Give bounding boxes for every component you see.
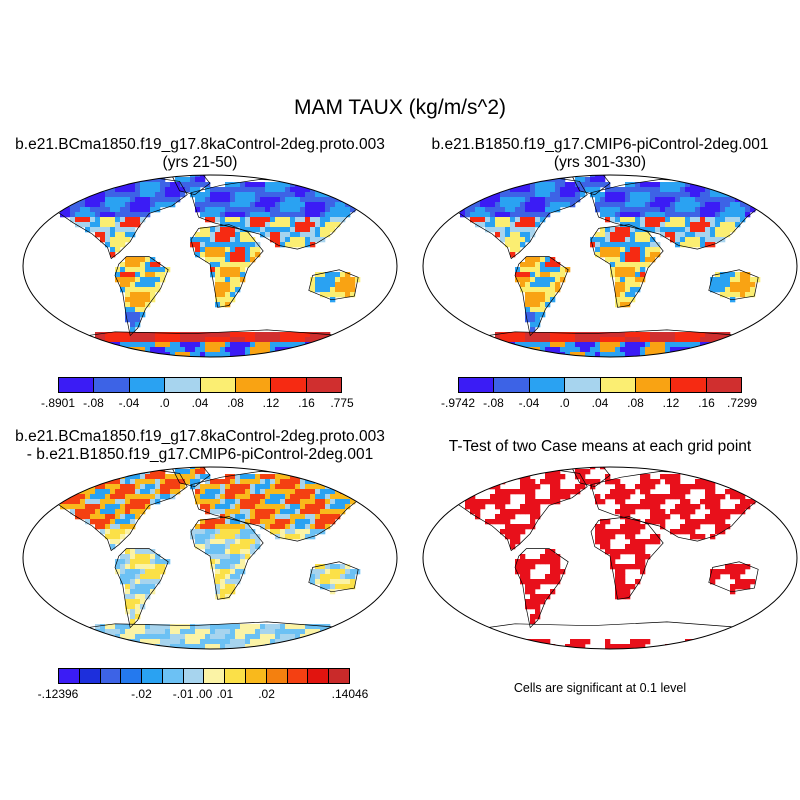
colorbar-label: .12 — [662, 396, 680, 410]
panel-1-title-line-2: (yrs 21-50) — [162, 154, 238, 171]
colorbar-box — [329, 669, 349, 683]
colorbar-box — [235, 378, 272, 392]
panel-1-title: b.e21.BCma1850.f19_g17.8kaControl-2deg.p… — [0, 136, 400, 172]
colorbar-label: .04 — [191, 396, 209, 410]
panel-4-title-line-1: T-Test of two Case means at each grid po… — [448, 438, 752, 455]
panel-2-colorbar-labels: -.9742 -.08 -.04 .0 .04 .08 .12 .16 .7299 — [441, 396, 757, 410]
colorbar-label: .01 — [216, 687, 234, 701]
colorbar-label: -.04 — [518, 396, 540, 410]
colorbar-box — [306, 378, 341, 392]
colorbar-box — [706, 378, 741, 392]
colorbar-box — [271, 378, 307, 392]
colorbar-label: -.9742 — [440, 396, 476, 410]
colorbar-box — [246, 669, 267, 683]
panel-3-colorbar — [58, 668, 350, 684]
colorbar-box — [529, 378, 566, 392]
colorbar-box — [79, 669, 101, 683]
colorbar-label: .00 — [195, 687, 213, 701]
panel-3-title: b.e21.BCma1850.f19_g17.8kaControl-2deg.p… — [0, 428, 400, 464]
colorbar-label: .08 — [227, 396, 244, 410]
colorbar-label: .16 — [698, 396, 715, 410]
panel-3-title-line-2: - b.e21.B1850.f19_g17.CMIP6-piControl-2d… — [26, 446, 374, 463]
colorbar-box — [287, 669, 309, 683]
colorbar-box — [121, 669, 143, 683]
panel-1-colorbar — [58, 377, 342, 393]
panel-2-title-line-1: b.e21.B1850.f19_g17.CMIP6-piControl-2deg… — [431, 136, 769, 153]
colorbar-label: -.01 — [172, 687, 194, 701]
colorbar-label: .7299 — [726, 396, 758, 410]
colorbar-label: .04 — [591, 396, 609, 410]
colorbar-box — [266, 669, 288, 683]
colorbar-label: -.08 — [83, 396, 104, 410]
colorbar-box — [494, 378, 530, 392]
colorbar-label: .775 — [330, 396, 354, 410]
colorbar-label: -.04 — [118, 396, 140, 410]
colorbar-label: .0 — [159, 396, 170, 410]
panel-3-map — [22, 466, 398, 650]
colorbar-label: -.8901 — [40, 396, 76, 410]
colorbar-box — [635, 378, 672, 392]
panel-4-map — [422, 466, 798, 650]
panel-2-title-line-2: (yrs 301-330) — [553, 154, 647, 171]
panel-1-colorbar-labels: -.8901 -.08 -.04 .0 .04 .08 .12 .16 .775 — [41, 396, 354, 410]
panel-2-map — [422, 174, 798, 358]
colorbar-label: .08 — [627, 396, 644, 410]
colorbar-box — [308, 669, 330, 683]
colorbar-box — [204, 669, 226, 683]
colorbar-box — [565, 378, 601, 392]
panel-2-colorbar — [458, 377, 742, 393]
panel-4-title: T-Test of two Case means at each grid po… — [400, 438, 800, 456]
colorbar-box — [225, 669, 247, 683]
panel-3-colorbar-labels: -.12396 -.02 -.01.00.01 .02 .14046 — [38, 687, 369, 701]
colorbar-box — [142, 669, 163, 683]
colorbar-label: -.08 — [483, 396, 504, 410]
figure-title: MAM TAUX (kg/m/s^2) — [293, 96, 507, 119]
panel-2-title: b.e21.B1850.f19_g17.CMIP6-piControl-2deg… — [400, 136, 800, 172]
colorbar-label: .12 — [262, 396, 280, 410]
colorbar-box — [200, 378, 236, 392]
colorbar-label: .14046 — [331, 687, 369, 701]
colorbar-label: .0 — [559, 396, 570, 410]
colorbar-box — [100, 669, 122, 683]
colorbar-label: -.12396 — [37, 687, 79, 701]
significance-note: Cells are significant at 0.1 level — [513, 681, 687, 695]
colorbar-box — [94, 378, 130, 392]
colorbar-label: .16 — [298, 396, 315, 410]
colorbar-box — [671, 378, 707, 392]
panel-3-title-line-1: b.e21.BCma1850.f19_g17.8kaControl-2deg.p… — [15, 428, 385, 445]
colorbar-box — [162, 669, 184, 683]
colorbar-box — [129, 378, 166, 392]
colorbar-box — [459, 378, 495, 392]
colorbar-box — [600, 378, 636, 392]
panel-1-title-line-1: b.e21.BCma1850.f19_g17.8kaControl-2deg.p… — [15, 136, 385, 153]
colorbar-box — [59, 669, 80, 683]
colorbar-label: -.02 — [131, 687, 152, 701]
colorbar-box — [59, 378, 95, 392]
colorbar-box — [165, 378, 201, 392]
colorbar-label: .02 — [258, 687, 275, 701]
panel-1-map — [22, 174, 398, 358]
colorbar-box — [183, 669, 205, 683]
